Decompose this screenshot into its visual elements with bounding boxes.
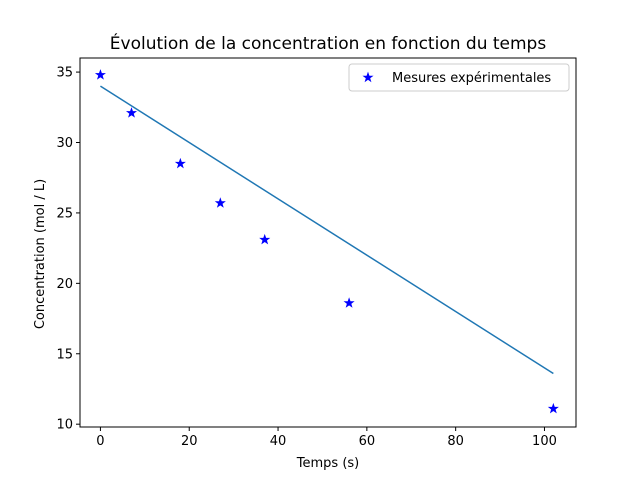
axes-frame bbox=[79, 57, 577, 428]
y-tick-label: 35 bbox=[56, 66, 73, 81]
data-point bbox=[174, 157, 186, 169]
y-tick-label: 15 bbox=[56, 347, 73, 362]
x-tick-label: 100 bbox=[532, 434, 557, 449]
x-tick-label: 40 bbox=[270, 434, 287, 449]
x-tick-label: 20 bbox=[181, 434, 198, 449]
plot-area: 0 20 40 60 80 100 10 15 20 25 30 35 bbox=[56, 57, 577, 449]
data-point bbox=[94, 69, 106, 80]
legend-box bbox=[348, 63, 570, 92]
y-tick-label: 10 bbox=[56, 418, 73, 433]
y-tick-label: 25 bbox=[56, 206, 73, 221]
data-point bbox=[547, 402, 559, 414]
y-axis-label: Concentration (mol / L) bbox=[33, 179, 48, 329]
legend-marker bbox=[362, 71, 374, 83]
chart-title: Évolution de la concentration en fonctio… bbox=[110, 32, 547, 54]
y-tick-label: 30 bbox=[56, 136, 73, 151]
data-point bbox=[125, 107, 138, 118]
x-tick-label: 80 bbox=[447, 434, 464, 449]
x-axis-label: Temps (s) bbox=[296, 456, 359, 471]
data-point bbox=[343, 297, 355, 308]
legend: Mesures expérimentales bbox=[348, 63, 570, 92]
fit-line bbox=[100, 85, 554, 375]
y-tick-label: 20 bbox=[56, 277, 73, 292]
x-tick-label: 0 bbox=[96, 434, 104, 449]
x-tick-label: 60 bbox=[359, 434, 376, 449]
data-point bbox=[259, 233, 271, 245]
legend-label: Mesures expérimentales bbox=[392, 71, 551, 86]
data-point bbox=[214, 197, 226, 208]
